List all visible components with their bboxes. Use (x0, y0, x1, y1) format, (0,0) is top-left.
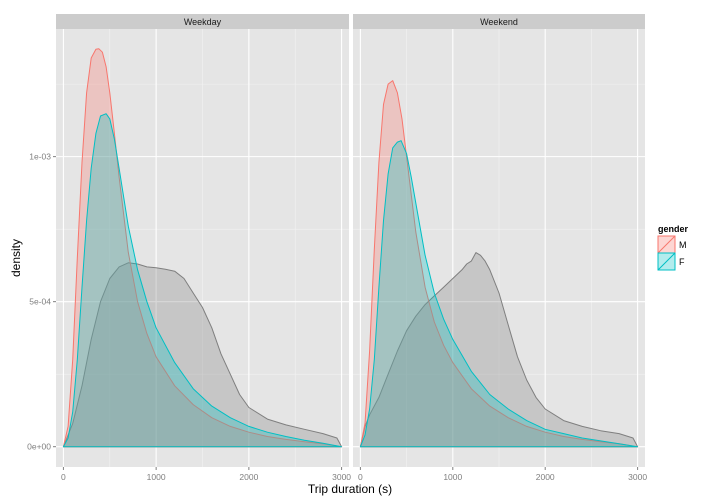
density-area-na (359, 252, 639, 448)
x-tick-label: 3000 (628, 472, 647, 482)
legend-label-m: M (679, 240, 687, 250)
x-tick-label: 0 (61, 472, 66, 482)
y-axis-title: density (9, 239, 23, 277)
x-tick-label: 3000 (332, 472, 351, 482)
legend: gender M F (657, 224, 689, 271)
legend-item-m: M (657, 235, 687, 254)
facet-panel-weekend: Weekend (353, 14, 645, 467)
facet-strip-label: Weekday (184, 17, 222, 27)
density-area-f (359, 140, 639, 448)
x-axis-title: Trip duration (s) (308, 482, 392, 496)
facet-strip (353, 14, 645, 29)
x-tick-label: 2000 (239, 472, 258, 482)
y-tick-label: 1e-03 (29, 152, 51, 162)
x-axis-weekend: 0 1000 2000 3000 (358, 467, 647, 482)
legend-title: gender (658, 224, 689, 234)
density-area-m (62, 48, 343, 448)
facet-strip-label: Weekend (480, 17, 518, 27)
density-area-m (359, 80, 639, 448)
x-axis-weekday: 0 1000 2000 3000 (61, 467, 351, 482)
legend-label-f: F (679, 257, 685, 267)
legend-item-f: F (657, 252, 685, 271)
facet-strip (56, 14, 349, 29)
x-tick-label: 0 (358, 472, 363, 482)
x-tick-label: 2000 (536, 472, 555, 482)
x-tick-label: 1000 (443, 472, 462, 482)
facet-panel-weekday: Weekday (56, 14, 349, 467)
density-area-f (62, 113, 343, 448)
y-tick-label: 0e+00 (27, 442, 51, 452)
y-tick-label: 5e-04 (29, 297, 51, 307)
x-tick-label: 1000 (147, 472, 166, 482)
y-axis: 0e+00 5e-04 1e-03 (27, 152, 56, 452)
density-area-na (62, 262, 343, 448)
